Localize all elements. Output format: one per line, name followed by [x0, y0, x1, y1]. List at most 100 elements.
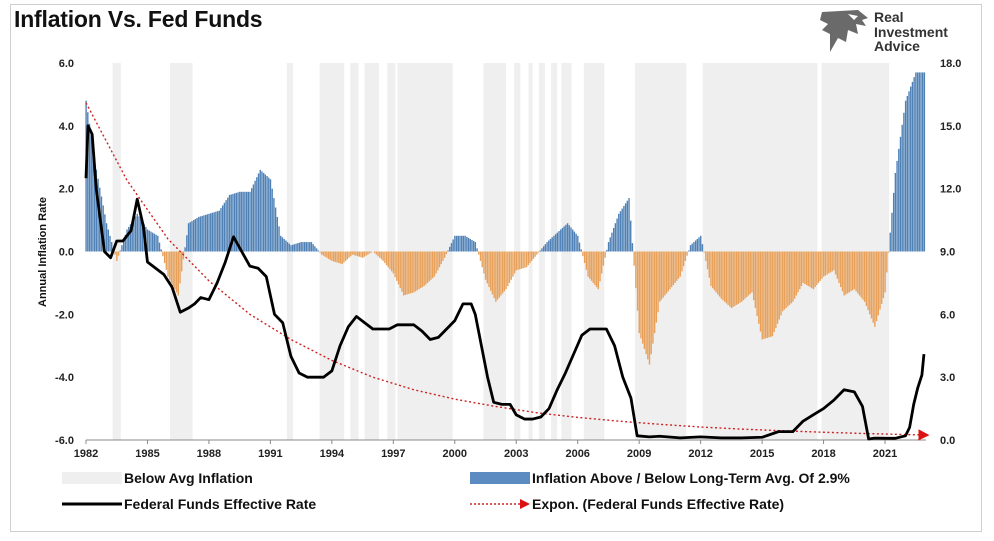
inflation-bar-235 — [486, 251, 489, 284]
inflation-bar-353 — [688, 250, 690, 252]
inflation-bar-231 — [479, 251, 482, 261]
inflation-bar-412 — [788, 251, 791, 305]
inflation-bar-115 — [281, 237, 284, 252]
inflation-bar-295 — [589, 251, 591, 279]
inflation-bar-474 — [894, 172, 897, 252]
inflation-bar-208 — [440, 251, 442, 265]
inflation-bar-308 — [611, 232, 613, 252]
inflation-bar-310 — [614, 223, 617, 252]
inflation-bar-463 — [875, 251, 878, 322]
inflation-bar-334 — [655, 251, 658, 323]
inflation-bar-37 — [148, 230, 150, 252]
inflation-bar-294 — [587, 251, 589, 277]
inflation-bar-377 — [729, 251, 731, 307]
inflation-bar-437 — [831, 251, 833, 272]
inflation-bar-458 — [867, 251, 869, 311]
inflation-bar-72 — [208, 213, 210, 252]
inflation-bar-365 — [708, 251, 710, 278]
inflation-bar-369 — [715, 251, 717, 293]
inflation-bar-117 — [285, 240, 287, 252]
inflation-bar-257 — [524, 251, 526, 268]
inflation-bar-219 — [459, 235, 461, 252]
inflation-bar-177 — [387, 251, 389, 268]
inflation-bar-127 — [302, 242, 304, 252]
inflation-bar-38 — [150, 231, 152, 252]
inflation-bar-230 — [478, 251, 480, 255]
inflation-bar-432 — [822, 251, 825, 277]
inflation-bar-375 — [725, 251, 728, 304]
inflation-bar-478 — [901, 124, 903, 252]
inflation-bar-332 — [652, 251, 654, 344]
inflation-bar-300 — [597, 251, 599, 290]
inflation-bar-234 — [484, 251, 487, 280]
inflation-bar-30 — [136, 213, 139, 252]
inflation-bar-350 — [682, 251, 685, 267]
inflation-bar-410 — [785, 251, 787, 309]
inflation-bar-60 — [187, 223, 190, 252]
inflation-bar-251 — [513, 251, 516, 274]
inflation-bar-14 — [109, 235, 111, 252]
x-tick-label-2021: 2021 — [873, 448, 897, 460]
inflation-bar-111 — [274, 207, 277, 252]
inflation-bar-356 — [693, 242, 695, 252]
inflation-bar-419 — [800, 251, 803, 287]
inflation-bar-435 — [828, 251, 830, 274]
inflation-bar-347 — [677, 251, 680, 279]
inflation-bar-90 — [239, 191, 241, 252]
inflation-bar-284 — [570, 227, 572, 252]
legend-item-shade: Below Avg Inflation — [62, 470, 253, 486]
y-left-tick-label-5: -4.0 — [55, 372, 74, 384]
inflation-bar-59 — [186, 235, 188, 252]
inflation-bar-298 — [594, 251, 596, 286]
inflation-bar-301 — [599, 251, 601, 282]
inflation-bar-373 — [722, 251, 724, 301]
inflation-bar-77 — [216, 211, 219, 252]
inflation-bar-83 — [227, 197, 229, 252]
inflation-bar-10 — [102, 205, 104, 252]
inflation-bar-6 — [95, 169, 98, 252]
inflation-bar-414 — [792, 251, 794, 302]
inflation-bar-212 — [447, 250, 449, 252]
x-tick-label-1985: 1985 — [135, 448, 159, 460]
inflation-bar-395 — [759, 251, 762, 332]
inflation-bar-366 — [710, 251, 712, 287]
inflation-bar-80 — [221, 205, 224, 252]
inflation-bar-281 — [565, 224, 567, 252]
inflation-bar-223 — [466, 236, 468, 252]
inflation-bar-290 — [580, 249, 582, 252]
inflation-bar-421 — [804, 251, 806, 284]
inflation-bar-134 — [314, 246, 316, 252]
inflation-bar-7 — [97, 178, 99, 252]
inflation-bar-277 — [558, 231, 560, 252]
inflation-bar-64 — [194, 219, 197, 252]
inflation-bar-457 — [865, 251, 868, 306]
inflation-bar-472 — [891, 212, 893, 252]
inflation-bar-75 — [213, 212, 215, 252]
inflation-bar-239 — [493, 251, 495, 299]
inflation-bar-130 — [307, 242, 309, 252]
inflation-bar-400 — [768, 251, 770, 338]
inflation-bar-99 — [254, 180, 256, 252]
inflation-bar-226 — [471, 239, 473, 252]
inflation-bar-266 — [539, 250, 541, 252]
inflation-bar-331 — [650, 251, 652, 355]
inflation-bar-287 — [575, 233, 577, 252]
inflation-bar-312 — [618, 213, 620, 252]
shade-band-14 — [583, 63, 605, 440]
inflation-bar-386 — [744, 251, 746, 299]
inflation-bar-259 — [527, 251, 529, 266]
inflation-bar-103 — [261, 171, 263, 252]
inflation-bar-46 — [163, 251, 166, 264]
inflation-bar-78 — [218, 210, 220, 252]
inflation-bar-192 — [413, 251, 415, 293]
inflation-bar-126 — [300, 242, 302, 252]
inflation-bar-381 — [735, 251, 738, 305]
y-left-tick-label-6: -6.0 — [55, 435, 74, 447]
inflation-bar-86 — [232, 193, 234, 252]
inflation-bar-56 — [181, 251, 183, 272]
inflation-bar-486 — [915, 72, 917, 252]
inflation-bar-157 — [353, 251, 355, 256]
inflation-bar-402 — [771, 251, 774, 337]
inflation-bar-19 — [117, 251, 120, 256]
inflation-bar-36 — [146, 229, 149, 252]
